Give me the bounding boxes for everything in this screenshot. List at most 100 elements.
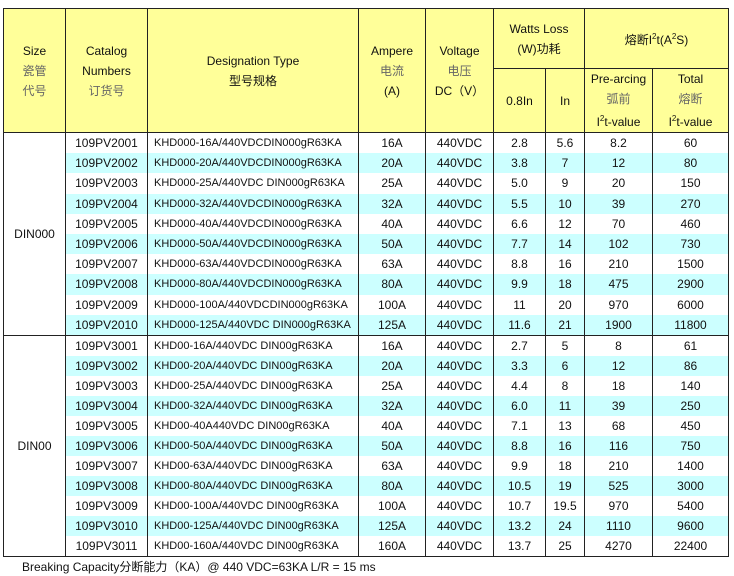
loss-08in-cell: 10.7 bbox=[493, 495, 546, 516]
loss-in-cell: 18 bbox=[545, 455, 585, 476]
catalog-number-cell: 109PV3004 bbox=[65, 395, 148, 416]
designation-cell: KHD00-16A/440VDC DIN00gR63KA bbox=[147, 334, 359, 356]
voltage-cell: 440VDC bbox=[425, 153, 494, 174]
loss-in-cell: 6 bbox=[545, 355, 585, 376]
total-i2t-cell: 3000 bbox=[652, 475, 729, 496]
voltage-cell: 440VDC bbox=[425, 233, 494, 255]
ampere-cell: 16A bbox=[358, 334, 426, 356]
loss-in-cell: 20 bbox=[545, 294, 585, 315]
designation-cell: KHD00-25A/440VDC DIN00gR63KA bbox=[147, 375, 359, 396]
ampere-cell: 63A bbox=[358, 455, 426, 476]
designation-cell: KHD00-160A/440VDC DIN00gR63KA bbox=[147, 535, 359, 557]
catalog-number-cell: 109PV2001 bbox=[65, 132, 148, 154]
total-i2t-cell: 750 bbox=[652, 435, 729, 456]
catalog-number-cell: 109PV2007 bbox=[65, 254, 148, 275]
total-i2t-cell: 150 bbox=[652, 173, 729, 194]
loss-in-cell: 18 bbox=[545, 274, 585, 295]
voltage-cell: 440VDC bbox=[425, 355, 494, 376]
table-row: 109PV3008 KHD00-80A/440VDC DIN00gR63KA 80A… bbox=[4, 475, 729, 496]
loss-08in-cell: 7.1 bbox=[493, 415, 546, 436]
prearcing-i2t-cell: 4270 bbox=[584, 535, 653, 557]
prearcing-i2t-cell: 39 bbox=[584, 395, 653, 416]
prearcing-i2t-cell: 970 bbox=[584, 294, 653, 315]
designation-cell: KHD000-25A/440VDC DIN000gR63KA bbox=[147, 173, 359, 194]
table-row: DIN00 109PV3001 KHD00-16A/440VDC DIN00gR63… bbox=[3, 334, 729, 557]
header-total: Total 熔断 I2t-value bbox=[652, 68, 729, 133]
ampere-cell: 32A bbox=[358, 395, 426, 416]
loss-in-cell: 19 bbox=[545, 475, 585, 496]
voltage-cell: 440VDC bbox=[425, 132, 494, 154]
table-row: 109PV2010 KHD000-125A/440VDC DIN000gR63KA… bbox=[4, 314, 729, 336]
ampere-cell: 16A bbox=[358, 132, 426, 154]
header-i2t: 熔断I2t(A2S) bbox=[584, 8, 729, 69]
voltage-cell: 440VDC bbox=[425, 455, 494, 476]
table-row: 109PV3011 KHD00-160A/440VDC DIN00gR63KA 16… bbox=[4, 535, 729, 557]
prearcing-i2t-cell: 1110 bbox=[584, 515, 653, 536]
loss-in-cell: 21 bbox=[545, 314, 585, 336]
voltage-cell: 440VDC bbox=[425, 415, 494, 436]
designation-cell: KHD00-100A/440VDC DIN00gR63KA bbox=[147, 495, 359, 516]
ampere-cell: 100A bbox=[358, 294, 426, 315]
catalog-number-cell: 109PV3010 bbox=[65, 515, 148, 536]
header-ampere: Ampere 电流 (A) bbox=[358, 8, 426, 133]
total-i2t-cell: 460 bbox=[652, 213, 729, 234]
prearcing-i2t-cell: 39 bbox=[584, 193, 653, 214]
total-i2t-cell: 1400 bbox=[652, 455, 729, 476]
prearcing-i2t-cell: 1900 bbox=[584, 314, 653, 336]
total-i2t-cell: 250 bbox=[652, 395, 729, 416]
loss-08in-cell: 3.3 bbox=[493, 355, 546, 376]
voltage-cell: 440VDC bbox=[425, 274, 494, 295]
catalog-number-cell: 109PV2004 bbox=[65, 193, 148, 214]
designation-cell: KHD000-16A/440VDCDIN000gR63KA bbox=[147, 132, 359, 154]
ampere-cell: 63A bbox=[358, 254, 426, 275]
designation-cell: KHD000-100A/440VDCDIN000gR63KA bbox=[147, 294, 359, 315]
loss-08in-cell: 8.8 bbox=[493, 435, 546, 456]
catalog-number-cell: 109PV2002 bbox=[65, 153, 148, 174]
designation-cell: KHD000-63A/440VDCDIN000gR63KA bbox=[147, 254, 359, 275]
catalog-number-cell: 109PV2010 bbox=[65, 314, 148, 336]
loss-in-cell: 25 bbox=[545, 535, 585, 557]
loss-in-cell: 8 bbox=[545, 375, 585, 396]
prearcing-i2t-cell: 116 bbox=[584, 435, 653, 456]
fuse-spec-table: Size 瓷管 代号 Catalog Numbers 订货号 Designation T… bbox=[3, 8, 729, 557]
loss-in-cell: 24 bbox=[545, 515, 585, 536]
ampere-cell: 25A bbox=[358, 173, 426, 194]
loss-08in-cell: 9.9 bbox=[493, 274, 546, 295]
breaking-capacity-note: Breaking Capacity分断能力（KA）@ 440 VDC=63KA … bbox=[22, 560, 376, 574]
prearcing-i2t-cell: 18 bbox=[584, 375, 653, 396]
total-i2t-cell: 5400 bbox=[652, 495, 729, 516]
ampere-cell: 40A bbox=[358, 213, 426, 234]
designation-cell: KHD000-32A/440VDCDIN000gR63KA bbox=[147, 193, 359, 214]
loss-in-cell: 11 bbox=[545, 395, 585, 416]
ampere-cell: 25A bbox=[358, 375, 426, 396]
table-row: 109PV2005 KHD000-40A/440VDCDIN000gR63KA 40… bbox=[4, 213, 729, 234]
designation-cell: KHD00-80A/440VDC DIN00gR63KA bbox=[147, 475, 359, 496]
loss-in-cell: 13 bbox=[545, 415, 585, 436]
loss-08in-cell: 9.9 bbox=[493, 455, 546, 476]
table-row: 109PV2003 KHD000-25A/440VDC DIN000gR63KA 2… bbox=[4, 173, 729, 194]
ampere-cell: 125A bbox=[358, 515, 426, 536]
loss-08in-cell: 11 bbox=[493, 294, 546, 315]
designation-cell: KHD00-125A/440VDC DIN00gR63KA bbox=[147, 515, 359, 536]
header-catalog: Catalog Numbers 订货号 bbox=[65, 8, 148, 133]
prearcing-i2t-cell: 970 bbox=[584, 495, 653, 516]
prearcing-i2t-cell: 102 bbox=[584, 233, 653, 255]
loss-in-cell: 19.5 bbox=[545, 495, 585, 516]
loss-08in-cell: 3.8 bbox=[493, 153, 546, 174]
loss-08in-cell: 4.4 bbox=[493, 375, 546, 396]
prearcing-i2t-cell: 68 bbox=[584, 415, 653, 436]
table-row: 109PV2007 KHD000-63A/440VDCDIN000gR63KA 63… bbox=[4, 254, 729, 275]
table-row: 109PV2004 KHD000-32A/440VDCDIN000gR63KA 32… bbox=[4, 193, 729, 214]
loss-in-cell: 12 bbox=[545, 213, 585, 234]
designation-cell: KHD000-40A/440VDCDIN000gR63KA bbox=[147, 213, 359, 234]
total-i2t-cell: 2900 bbox=[652, 274, 729, 295]
header-in: In bbox=[545, 68, 585, 133]
designation-cell: KHD00-20A/440VDC DIN00gR63KA bbox=[147, 355, 359, 376]
loss-in-cell: 14 bbox=[545, 233, 585, 255]
voltage-cell: 440VDC bbox=[425, 515, 494, 536]
total-i2t-cell: 61 bbox=[652, 334, 729, 356]
prearcing-i2t-cell: 475 bbox=[584, 274, 653, 295]
header-watts-loss: Watts Loss (W)功耗 bbox=[493, 8, 585, 69]
total-i2t-cell: 730 bbox=[652, 233, 729, 255]
table-row: 109PV3004 KHD00-32A/440VDC DIN00gR63KA 32A… bbox=[4, 395, 729, 416]
